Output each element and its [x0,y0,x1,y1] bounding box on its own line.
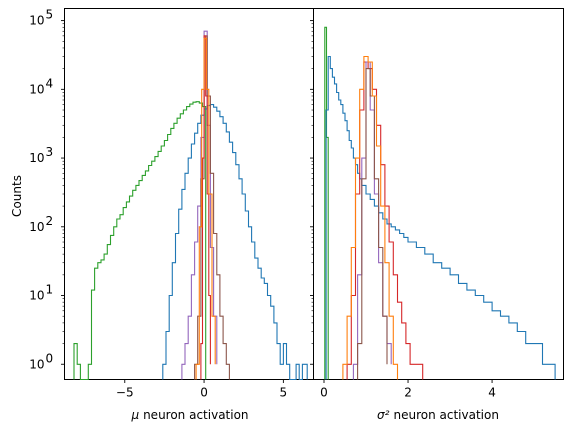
right-histogram-series-1 [326,57,555,380]
x-tick-label: 0 [200,386,208,400]
y-tick-exponent: 2 [46,214,54,228]
left-x-axis-text: neuron activation [143,408,248,422]
left-histogram-series-1 [163,105,307,380]
right-histograms [325,27,555,379]
right-x-axis-math: σ² [377,408,390,422]
y-tick-label: 10 [29,151,44,165]
right-x-ticks: 0 2 4 [320,380,496,400]
x-tick-label: −5 [116,386,134,400]
y-tick-exponent: 5 [46,8,54,22]
y-axis-label: Counts [10,175,24,217]
right-x-axis-text: neuron activation [393,408,498,422]
left-x-axis-label: μ neuron activation [130,408,248,422]
right-x-axis-label: σ² neuron activation [377,408,499,422]
right-histogram-series-3 [353,62,391,380]
y-tick-label: 10 [29,14,44,28]
right-y-ticks [310,21,314,365]
left-x-ticks: −5 0 5 [116,380,287,400]
left-histograms [74,31,307,379]
y-tick-label: 10 [29,289,44,303]
right-histogram-series-4 [358,69,387,380]
y-tick-label: 10 [29,82,44,96]
left-histogram-series-0 [74,102,206,380]
x-tick-label: 2 [404,386,412,400]
left-plot-frame [65,9,314,380]
x-tick-label: 0 [320,386,328,400]
x-tick-label: 5 [280,386,288,400]
left-x-axis-math: μ [130,408,139,422]
y-tick-exponent: 0 [46,351,54,365]
right-panel: 0 2 4 σ² neuron activation [310,9,564,423]
y-tick-label: 10 [29,357,44,371]
y-tick-label: 10 [29,220,44,234]
y-tick-exponent: 1 [46,283,54,297]
x-tick-label: 4 [488,386,496,400]
y-tick-exponent: 3 [46,145,54,159]
y-tick-exponent: 4 [46,76,54,90]
